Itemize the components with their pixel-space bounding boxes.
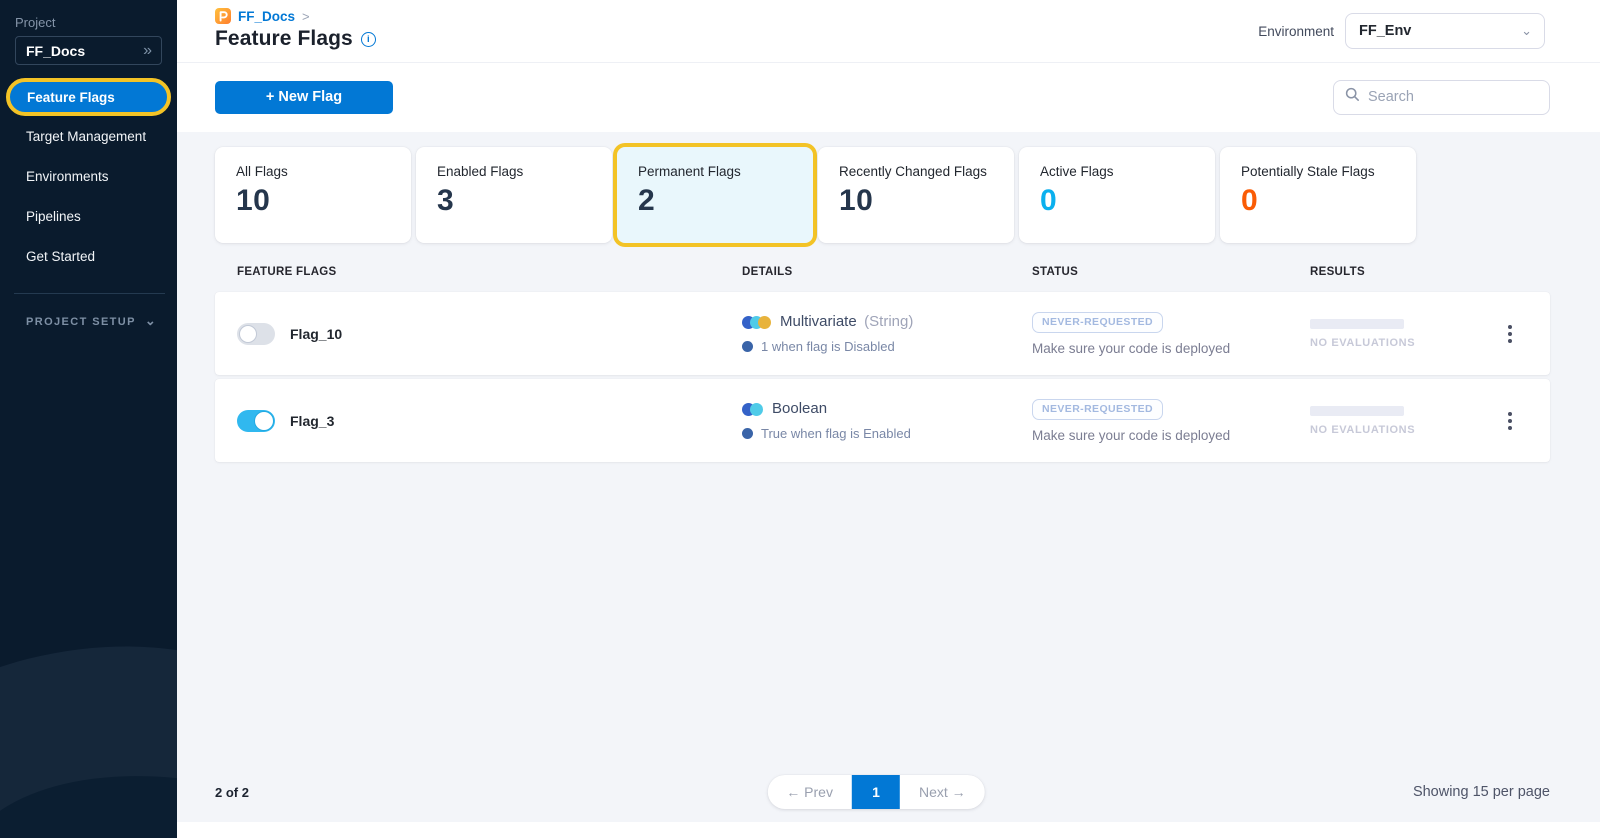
status-text: Make sure your code is deployed [1032, 340, 1231, 356]
project-label: Project [15, 15, 56, 30]
filter-card-potentially-stale-flags[interactable]: Potentially Stale Flags 0 [1220, 147, 1416, 243]
sidebar-item-pipelines[interactable]: Pipelines [0, 196, 177, 236]
column-header-results: RESULTS [1310, 265, 1365, 278]
page-size-label: Showing 15 per page [1412, 784, 1550, 800]
status-badge: NEVER-REQUESTED [1032, 398, 1164, 420]
toggle-knob [239, 324, 257, 343]
content-area: All Flags 10 Enabled Flags 3 Permanent F… [177, 132, 1600, 822]
flag-filter-cards: All Flags 10 Enabled Flags 3 Permanent F… [215, 147, 1550, 243]
default-rule-text: True when flag is Enabled [761, 426, 911, 441]
sidebar-item-label: Get Started [26, 248, 96, 264]
filter-card-active-flags[interactable]: Active Flags 0 [1019, 147, 1215, 243]
chevron-down-icon: ⌄ [1521, 23, 1532, 38]
flag-type: Multivariate [780, 313, 857, 330]
flag-type-suffix: (String) [864, 313, 914, 330]
status-text: Make sure your code is deployed [1032, 427, 1231, 443]
flag-type: Boolean [772, 400, 828, 417]
card-value: 0 [1040, 184, 1058, 217]
search-icon [1345, 87, 1360, 107]
prev-page-button[interactable]: ← Prev [786, 784, 833, 800]
card-value: 10 [839, 184, 874, 217]
status-badge: NEVER-REQUESTED [1032, 311, 1164, 333]
filter-card-enabled-flags[interactable]: Enabled Flags 3 [416, 147, 612, 243]
environment-select[interactable]: FF_Env ⌄ [1345, 13, 1545, 49]
flag-toggle[interactable] [237, 322, 275, 345]
sidebar-item-label: Feature Flags [27, 89, 115, 105]
card-value: 3 [437, 184, 455, 217]
harness-ff-logo-icon [215, 8, 231, 24]
environment-label: Environment [1258, 23, 1334, 39]
flag-toggle[interactable] [237, 409, 275, 432]
project-setup-section[interactable]: PROJECT SETUP ⌄ [26, 313, 177, 330]
table-row[interactable]: Flag_10 Multivariate (String) 1 when fla… [215, 292, 1550, 375]
breadcrumb-separator: > [302, 8, 310, 24]
card-label: Potentially Stale Flags [1241, 164, 1375, 179]
sidebar-item-environments[interactable]: Environments [0, 156, 177, 196]
results-placeholder-bar [1310, 405, 1404, 416]
filter-card-recently-changed-flags[interactable]: Recently Changed Flags 10 [818, 147, 1014, 243]
pager: ← Prev 1 Next → [767, 775, 985, 809]
table-row[interactable]: Flag_3 Boolean True when flag is Enabled [215, 379, 1550, 462]
sidebar-item-label: Environments [26, 168, 109, 184]
environment-picker: Environment FF_Env ⌄ [1258, 13, 1545, 49]
breadcrumb: FF_Docs > [215, 0, 1600, 24]
project-selector[interactable]: FF_Docs » [15, 36, 162, 65]
boolean-icon [742, 402, 763, 416]
pagination-bar: 2 of 2 ← Prev 1 Next → Showing 15 per pa… [215, 775, 1550, 809]
column-header-status: STATUS [1032, 265, 1079, 278]
flag-name[interactable]: Flag_10 [290, 325, 343, 342]
project-setup-label: PROJECT SETUP [26, 316, 136, 328]
current-page-button[interactable]: 1 [851, 775, 900, 809]
results-text: NO EVALUATIONS [1310, 336, 1416, 349]
page-header: FF_Docs > Feature Flags i Environment FF… [177, 0, 1600, 63]
sidebar-divider [14, 293, 165, 294]
card-value: 0 [1241, 184, 1259, 217]
new-flag-button[interactable]: + New Flag [215, 80, 393, 114]
breadcrumb-project-link[interactable]: FF_Docs [238, 8, 296, 24]
card-value: 2 [638, 184, 656, 217]
chevron-down-icon: ⌄ [144, 313, 156, 328]
sidebar-item-get-started[interactable]: Get Started [0, 236, 177, 276]
sidebar-item-label: Target Management [26, 128, 147, 144]
filter-card-permanent-flags[interactable]: Permanent Flags 2 [617, 147, 813, 243]
double-chevron-icon[interactable]: » [143, 41, 152, 59]
next-page-button[interactable]: Next → [918, 784, 966, 800]
column-header-feature-flags: FEATURE FLAGS [237, 265, 337, 278]
results-text: NO EVALUATIONS [1310, 423, 1416, 436]
filter-card-all-flags[interactable]: All Flags 10 [215, 147, 411, 243]
kebab-menu-icon[interactable] [1502, 406, 1518, 436]
card-label: Recently Changed Flags [839, 164, 987, 179]
kebab-menu-icon[interactable] [1502, 319, 1518, 349]
row-count: 2 of 2 [215, 784, 249, 800]
results-placeholder-bar [1310, 318, 1404, 329]
sidebar-item-target-management[interactable]: Target Management [0, 116, 177, 156]
card-value: 10 [236, 184, 271, 217]
default-rule-text: 1 when flag is Disabled [761, 339, 895, 354]
multivariate-icon [742, 315, 771, 329]
table-header-row: FEATURE FLAGS DETAILS STATUS RESULTS [215, 264, 1550, 279]
sidebar-item-label: Pipelines [26, 208, 81, 224]
environment-value: FF_Env [1359, 23, 1412, 39]
default-rule-dot-icon [742, 428, 753, 439]
toggle-knob [254, 410, 274, 431]
page-title: Feature Flags [215, 27, 353, 50]
card-label: Permanent Flags [638, 164, 741, 179]
toolbar: + New Flag [177, 63, 1600, 131]
info-icon[interactable]: i [360, 31, 376, 47]
search-box[interactable] [1333, 79, 1550, 115]
sidebar: Project FF_Docs » Feature Flags Target M… [0, 0, 177, 838]
column-header-details: DETAILS [742, 265, 793, 278]
sidebar-item-feature-flags[interactable]: Feature Flags [6, 78, 171, 116]
default-rule-dot-icon [742, 341, 753, 352]
project-name: FF_Docs [26, 42, 86, 59]
flag-name[interactable]: Flag_3 [290, 412, 335, 429]
main-area: FF_Docs > Feature Flags i Environment FF… [177, 0, 1600, 838]
search-input[interactable] [1368, 89, 1538, 105]
card-label: Active Flags [1040, 164, 1114, 179]
card-label: All Flags [236, 164, 288, 179]
card-label: Enabled Flags [437, 164, 524, 179]
